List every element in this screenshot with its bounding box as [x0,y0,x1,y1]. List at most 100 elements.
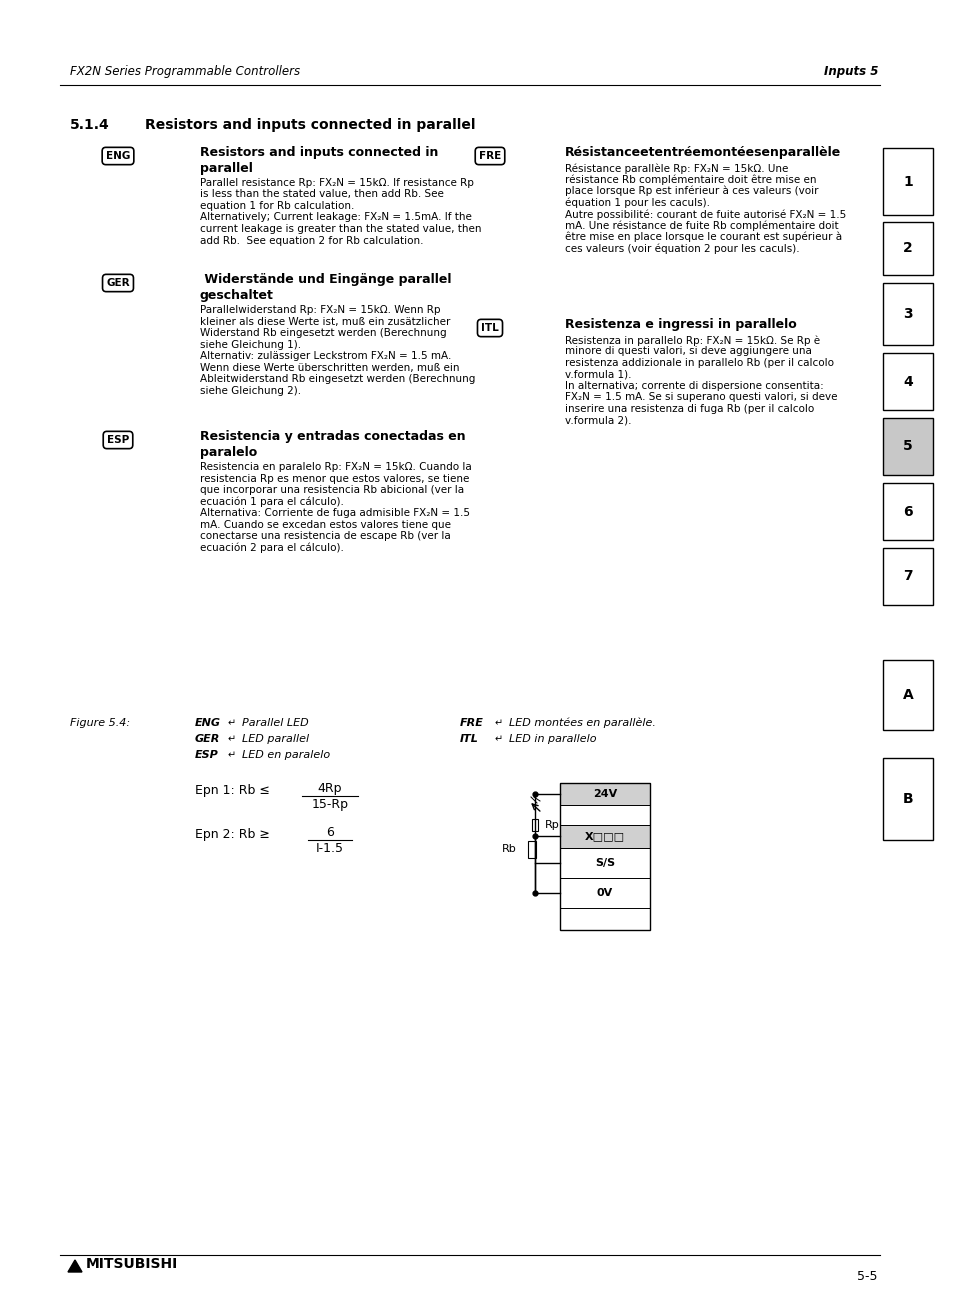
Text: I-1.5: I-1.5 [315,842,344,855]
Text: LED montées en parallèle.: LED montées en parallèle. [509,719,656,729]
Text: FRE: FRE [459,719,483,728]
Text: Alternativa: Corriente de fuga admisible FX₂N = 1.5: Alternativa: Corriente de fuga admisible… [200,508,470,518]
Text: ecuación 2 para el cálculo).: ecuación 2 para el cálculo). [200,542,343,552]
Text: Résistance parallèle Rp: FX₂N = 15kΩ. Une: Résistance parallèle Rp: FX₂N = 15kΩ. Un… [564,164,787,174]
Text: equation 1 for Rb calculation.: equation 1 for Rb calculation. [200,202,354,211]
Bar [559,783,649,929]
Text: GER: GER [194,734,220,744]
Text: Parallel resistance Rp: FX₂N = 15kΩ. If resistance Rp: Parallel resistance Rp: FX₂N = 15kΩ. If … [200,178,474,188]
Text: resistencia Rp es menor que estos valores, se tiene: resistencia Rp es menor que estos valore… [200,474,469,483]
Text: ESP: ESP [107,435,129,445]
Bar [882,660,932,730]
Bar [559,825,649,848]
Text: ↵: ↵ [495,734,502,744]
Text: ces valeurs (voir équation 2 pour les caculs).: ces valeurs (voir équation 2 pour les ca… [564,243,799,254]
Text: place lorsque Rp est inférieur à ces valeurs (voir: place lorsque Rp est inférieur à ces val… [564,186,818,196]
Text: ENG: ENG [194,719,221,728]
Text: Inputs 5: Inputs 5 [822,65,877,79]
Text: Epn 1: Rb ≤: Epn 1: Rb ≤ [194,784,270,797]
Bar [882,418,932,475]
Text: LED in parallelo: LED in parallelo [509,734,596,744]
Text: S/S: S/S [595,857,615,868]
Text: Wenn diese Werte überschritten werden, muß ein: Wenn diese Werte überschritten werden, m… [200,363,459,373]
Text: Epn 2: Rb ≥: Epn 2: Rb ≥ [194,829,270,840]
Text: v.formula 1).: v.formula 1). [564,369,631,380]
Text: X□□□: X□□□ [584,831,624,842]
Text: minore di questi valori, si deve aggiungere una: minore di questi valori, si deve aggiung… [564,347,811,356]
Text: conectarse una resistencia de escape Rb (ver la: conectarse una resistencia de escape Rb … [200,531,450,541]
Text: Resistenza in parallelo Rp: FX₂N = 15kΩ. Se Rp è: Resistenza in parallelo Rp: FX₂N = 15kΩ.… [564,335,820,346]
Text: Resistenza e ingressi in parallelo: Resistenza e ingressi in parallelo [564,318,796,331]
Text: ecuación 1 para el cálculo).: ecuación 1 para el cálculo). [200,496,343,507]
Text: 4: 4 [902,374,912,389]
Text: B: B [902,792,912,806]
Text: 5: 5 [902,440,912,453]
Text: FX2N Series Programmable Controllers: FX2N Series Programmable Controllers [70,65,300,79]
Text: In alternativa; corrente di dispersione consentita:: In alternativa; corrente di dispersione … [564,381,822,391]
Polygon shape [68,1261,82,1272]
Text: 3: 3 [902,308,912,321]
Text: siehe Gleichung 2).: siehe Gleichung 2). [200,385,301,395]
Text: Resistencia en paralelo Rp: FX₂N = 15kΩ. Cuando la: Resistencia en paralelo Rp: FX₂N = 15kΩ.… [200,462,471,473]
Bar [882,758,932,840]
Text: Resistencia y entradas conectadas en: Resistencia y entradas conectadas en [200,429,465,442]
Bar [882,223,932,275]
Text: Rp: Rp [544,819,559,830]
Text: kleiner als diese Werte ist, muß ein zusätzlicher: kleiner als diese Werte ist, muß ein zus… [200,317,450,326]
Text: MITSUBISHI: MITSUBISHI [86,1257,178,1271]
Text: Ableitwiderstand Rb eingesetzt werden (Berechnung: Ableitwiderstand Rb eingesetzt werden (B… [200,374,475,384]
Text: A: A [902,689,912,702]
Text: LED parallel: LED parallel [242,734,309,744]
Text: current leakage is greater than the stated value, then: current leakage is greater than the stat… [200,224,481,234]
Text: Widerstände und Eingänge parallel: Widerstände und Eingänge parallel [200,274,451,285]
Text: resistenza addizionale in parallelo Rb (per il calcolo: resistenza addizionale in parallelo Rb (… [564,357,833,368]
Text: Résistanceetentréemontéesenparallèle: Résistanceetentréemontéesenparallèle [564,147,841,158]
Text: 6: 6 [326,826,334,839]
Text: add Rb.  See equation 2 for Rb calculation.: add Rb. See equation 2 for Rb calculatio… [200,236,423,246]
Text: Rb: Rb [501,844,517,855]
Text: ENG: ENG [106,151,130,161]
Text: 5.1.4: 5.1.4 [70,118,110,132]
Text: FRE: FRE [478,151,500,161]
Text: ITL: ITL [480,323,498,332]
Text: Resistors and inputs connected in parallel: Resistors and inputs connected in parall… [145,118,475,132]
Text: ↵: ↵ [495,719,502,728]
Text: 15-Rp: 15-Rp [312,798,348,812]
Bar [882,283,932,346]
Bar [882,483,932,541]
Bar [559,848,649,878]
Text: 2: 2 [902,241,912,255]
Text: que incorporar una resistencia Rb abicional (ver la: que incorporar una resistencia Rb abicio… [200,486,464,495]
Text: FX₂N = 1.5 mA. Se si superano questi valori, si deve: FX₂N = 1.5 mA. Se si superano questi val… [564,393,837,402]
Text: ITL: ITL [459,734,478,744]
Text: GER: GER [106,278,130,288]
Text: paralelo: paralelo [200,446,257,459]
Text: 5-5: 5-5 [857,1270,877,1283]
Text: inserire una resistenza di fuga Rb (per il calcolo: inserire una resistenza di fuga Rb (per … [564,404,814,414]
Text: Figure 5.4:: Figure 5.4: [70,719,130,728]
Text: LED en paralelo: LED en paralelo [242,750,330,761]
Text: ↵: ↵ [228,719,236,728]
Text: 24V: 24V [592,789,617,798]
Text: 4Rp: 4Rp [317,781,342,795]
Bar [559,878,649,908]
Text: être mise en place lorsque le courant est supérieur à: être mise en place lorsque le courant es… [564,232,841,242]
Bar [559,805,649,825]
Text: Widerstand Rb eingesetzt werden (Berechnung: Widerstand Rb eingesetzt werden (Berechn… [200,329,446,338]
Text: Autre possibilité: courant de fuite autorisé FX₂N = 1.5: Autre possibilité: courant de fuite auto… [564,209,845,220]
Text: ESP: ESP [194,750,218,761]
Text: v.formula 2).: v.formula 2). [564,415,631,425]
Text: Resistors and inputs connected in: Resistors and inputs connected in [200,147,438,158]
Bar [882,548,932,605]
Text: Alternatively; Current leakage: FX₂N = 1.5mA. If the: Alternatively; Current leakage: FX₂N = 1… [200,212,472,223]
Text: 7: 7 [902,569,912,584]
Bar [559,783,649,805]
Text: geschaltet: geschaltet [200,289,274,302]
Text: is less than the stated value, then add Rb. See: is less than the stated value, then add … [200,190,443,199]
Text: Alternativ: zulässiger Leckstrom FX₂N = 1.5 mA.: Alternativ: zulässiger Leckstrom FX₂N = … [200,351,451,361]
Text: mA. Une résistance de fuite Rb complémentaire doit: mA. Une résistance de fuite Rb complémen… [564,220,838,230]
Text: Parallel LED: Parallel LED [242,719,309,728]
Text: 1: 1 [902,174,912,188]
Bar [882,148,932,215]
Bar [527,840,536,857]
